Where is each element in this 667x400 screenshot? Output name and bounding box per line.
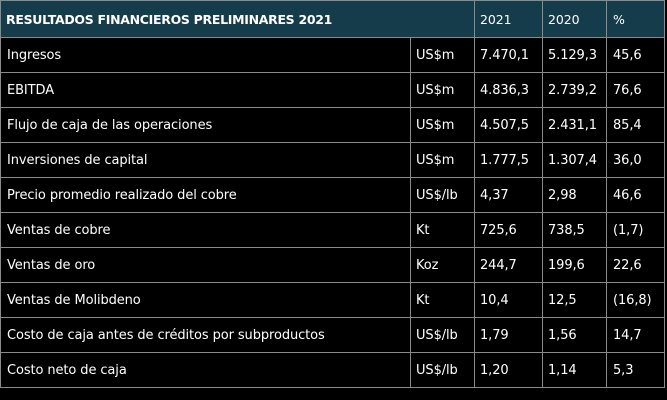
- value-2021: 4.836,3: [474, 72, 544, 108]
- financial-results-table: RESULTADOS FINANCIEROS PRELIMINARES 2021…: [0, 0, 666, 388]
- column-header-percent: %: [606, 0, 666, 38]
- value-2021: 1,79: [474, 317, 544, 353]
- table-row: Inversiones de capital US$m 1.777,5 1.307,4…: [0, 142, 666, 178]
- value-2020: 5.129,3: [542, 37, 608, 73]
- value-percent-change: 36,0: [606, 142, 666, 178]
- value-2021: 1,20: [474, 352, 544, 388]
- value-percent-change: 45,6: [606, 37, 666, 73]
- value-percent-change: 85,4: [606, 107, 666, 143]
- value-2021: 7.470,1: [474, 37, 544, 73]
- table-row: Flujo de caja de las operaciones US$m 4.50…: [0, 107, 666, 143]
- table-row: Ingresos US$m 7.470,1 5.129,3 45,6: [0, 37, 666, 73]
- value-2021: 725,6: [474, 212, 544, 248]
- row-label: Ventas de cobre: [0, 212, 411, 248]
- table-row: Costo neto de caja US$/lb 1,20 1,14 5,3: [0, 352, 666, 388]
- value-percent-change: 14,7: [606, 317, 666, 353]
- value-percent-change: (16,8): [606, 282, 666, 318]
- value-percent-change: 46,6: [606, 177, 666, 213]
- value-2020: 199,6: [542, 247, 608, 283]
- value-2020: 2.739,2: [542, 72, 608, 108]
- value-2020: 738,5: [542, 212, 608, 248]
- table-row: EBITDA US$m 4.836,3 2.739,2 76,6: [0, 72, 666, 108]
- value-percent-change: 5,3: [606, 352, 666, 388]
- row-unit: US$/lb: [409, 177, 476, 213]
- row-label: EBITDA: [0, 72, 411, 108]
- row-label: Costo neto de caja: [0, 352, 411, 388]
- value-percent-change: 22,6: [606, 247, 666, 283]
- row-label: Ventas de Molibdeno: [0, 282, 411, 318]
- table-row: Ventas de Molibdeno Kt 10,4 12,5 (16,8): [0, 282, 666, 318]
- value-percent-change: 76,6: [606, 72, 666, 108]
- value-2021: 4,37: [474, 177, 544, 213]
- value-2020: 2,98: [542, 177, 608, 213]
- value-2020: 1,56: [542, 317, 608, 353]
- row-unit: US$m: [409, 107, 476, 143]
- value-2020: 1,14: [542, 352, 608, 388]
- row-unit: US$/lb: [409, 317, 476, 353]
- row-unit: US$m: [409, 72, 476, 108]
- row-unit: Kt: [409, 212, 476, 248]
- value-2021: 1.777,5: [474, 142, 544, 178]
- value-2020: 2.431,1: [542, 107, 608, 143]
- row-unit: US$m: [409, 142, 476, 178]
- value-2021: 10,4: [474, 282, 544, 318]
- row-label: Inversiones de capital: [0, 142, 411, 178]
- table-title: RESULTADOS FINANCIEROS PRELIMINARES 2021: [0, 0, 476, 38]
- table-row: Ventas de cobre Kt 725,6 738,5 (1,7): [0, 212, 666, 248]
- row-label: Ingresos: [0, 37, 411, 73]
- row-unit: Koz: [409, 247, 476, 283]
- value-percent-change: (1,7): [606, 212, 666, 248]
- table-row: Ventas de oro Koz 244,7 199,6 22,6: [0, 247, 666, 283]
- table-header-row: RESULTADOS FINANCIEROS PRELIMINARES 2021…: [0, 0, 666, 38]
- row-unit: US$/lb: [409, 352, 476, 388]
- row-label: Costo de caja antes de créditos por subp…: [0, 317, 411, 353]
- row-unit: Kt: [409, 282, 476, 318]
- column-header-2021: 2021: [474, 0, 544, 38]
- value-2021: 4.507,5: [474, 107, 544, 143]
- row-label: Ventas de oro: [0, 247, 411, 283]
- row-label: Flujo de caja de las operaciones: [0, 107, 411, 143]
- table-row: Costo de caja antes de créditos por subp…: [0, 317, 666, 353]
- row-unit: US$m: [409, 37, 476, 73]
- value-2021: 244,7: [474, 247, 544, 283]
- value-2020: 12,5: [542, 282, 608, 318]
- column-header-2020: 2020: [542, 0, 608, 38]
- row-label: Precio promedio realizado del cobre: [0, 177, 411, 213]
- value-2020: 1.307,4: [542, 142, 608, 178]
- table-row: Precio promedio realizado del cobre US$/l…: [0, 177, 666, 213]
